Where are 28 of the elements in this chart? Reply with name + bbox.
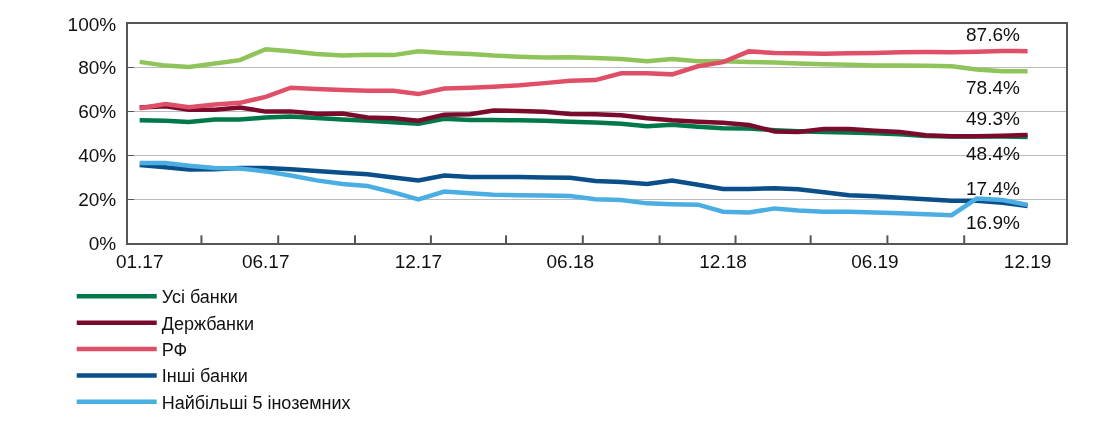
- y-tick-label: 60%: [78, 101, 117, 123]
- y-tick-label: 40%: [78, 145, 117, 167]
- y-tick-label: 20%: [78, 188, 117, 210]
- legend-label: РФ: [161, 340, 188, 361]
- line-series: [137, 104, 1030, 139]
- annotation: 49.3%: [966, 108, 1020, 129]
- line-series: [137, 46, 1030, 74]
- annotation: 17.4%: [966, 178, 1020, 199]
- legend-label: Найбільші 5 іноземних: [161, 392, 351, 413]
- legend-label: Держбанки: [161, 313, 254, 334]
- y-tick-label: 100%: [67, 13, 117, 35]
- line-series: [137, 160, 1030, 218]
- y-tick-label: 80%: [78, 57, 117, 79]
- line-series: [137, 48, 1030, 111]
- legend-label: Інші банки: [161, 366, 248, 387]
- x-tick-label: 12.17: [394, 250, 443, 272]
- legend-label: Усі банки: [161, 287, 238, 308]
- x-tick-label: 06.19: [851, 250, 899, 272]
- x-tick-label: 06.17: [241, 250, 290, 272]
- annotation: 16.9%: [966, 212, 1020, 233]
- annotation: 78.4%: [966, 77, 1020, 98]
- annotation: 48.4%: [966, 143, 1020, 164]
- x-tick-label: 12.19: [1003, 250, 1052, 272]
- annotation: 87.6%: [966, 24, 1020, 45]
- x-tick-label: 01.17: [115, 250, 164, 272]
- x-tick-label: 06.18: [546, 250, 595, 272]
- y-tick-label: 0%: [88, 232, 117, 254]
- x-tick-label: 12.18: [699, 250, 747, 272]
